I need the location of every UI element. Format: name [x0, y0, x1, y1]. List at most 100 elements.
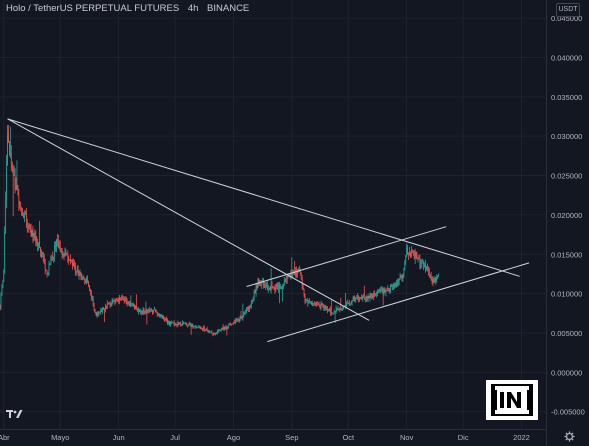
candle-body: [367, 295, 369, 299]
candle-body: [270, 285, 272, 290]
candle-body: [105, 305, 106, 310]
candle-body: [63, 253, 65, 256]
candle-body: [234, 321, 235, 323]
candle-body: [216, 332, 217, 334]
candle-body: [272, 286, 274, 288]
candle-body: [11, 166, 13, 172]
candle-body: [122, 297, 124, 299]
candle-body: [429, 274, 431, 277]
candle-body: [29, 227, 31, 231]
candle-body: [127, 303, 129, 305]
candle-body: [6, 162, 7, 200]
candle-body: [27, 226, 29, 228]
candle-body: [308, 300, 310, 304]
interval-label[interactable]: 4h: [187, 3, 199, 14]
candle-body: [145, 308, 147, 312]
candle-body: [324, 306, 326, 309]
candle-body: [315, 303, 317, 305]
candle-body: [260, 283, 262, 286]
candle-body: [314, 303, 315, 305]
tradingview-logo-icon[interactable]: [6, 408, 24, 420]
candle-body: [56, 239, 57, 247]
symbol-title[interactable]: Holo / TetherUS PERPETUAL FUTURES: [6, 3, 180, 14]
candle-body: [287, 275, 289, 278]
candle-body: [49, 264, 51, 265]
candle-body: [354, 296, 356, 300]
candle-body: [396, 282, 398, 285]
candle-body: [295, 269, 296, 276]
candle-body: [197, 327, 199, 329]
candle-body: [9, 142, 10, 156]
candle-body: [336, 309, 338, 312]
candle-body: [16, 185, 18, 190]
candle-body: [184, 322, 185, 324]
candle-body: [13, 174, 15, 176]
candle-body: [313, 303, 314, 304]
candle-body: [416, 255, 418, 259]
candle-body: [102, 307, 103, 312]
candle-body: [68, 259, 70, 261]
candle-body: [376, 293, 377, 295]
candle-body: [26, 220, 28, 227]
x-tick-label: Jul: [170, 433, 180, 442]
candle-body: [422, 262, 424, 264]
candle-body: [265, 285, 266, 288]
candle-body: [432, 280, 434, 283]
candle-body: [421, 263, 423, 264]
candle-body: [305, 300, 307, 303]
candle-body: [141, 312, 143, 314]
candle-body: [142, 309, 144, 313]
candle-body: [191, 325, 193, 327]
candle-body: [366, 297, 368, 299]
candle-body: [59, 246, 61, 251]
candle-body: [202, 328, 203, 330]
candle-body: [363, 296, 364, 298]
candle-body: [72, 260, 73, 266]
candle-body: [221, 328, 223, 330]
candle-body: [426, 267, 427, 270]
candle-body: [238, 319, 240, 321]
candle-body: [172, 322, 174, 324]
currency-badge[interactable]: USDT: [556, 3, 580, 17]
candle-body: [175, 324, 177, 326]
candle-body: [137, 307, 138, 312]
candle-body: [338, 308, 340, 311]
candle-body: [113, 299, 115, 301]
candle-body: [425, 264, 426, 270]
candle-body: [247, 307, 248, 309]
candle-body: [339, 308, 341, 311]
candle-body: [32, 230, 34, 237]
candle-body: [41, 251, 42, 257]
candle-body: [188, 323, 190, 326]
candle-body: [64, 251, 66, 256]
candle-body: [244, 312, 246, 315]
candle-body: [378, 291, 379, 292]
candle-body: [222, 329, 224, 330]
candle-body: [164, 319, 166, 321]
candle-body: [139, 310, 141, 312]
candle-body: [304, 294, 306, 303]
candle-body: [84, 278, 86, 283]
candle-body: [412, 250, 414, 252]
candle-body: [207, 330, 209, 332]
candle-body: [347, 302, 348, 304]
candle-body: [163, 317, 165, 320]
x-tick-label: Nov: [400, 433, 414, 442]
candle-body: [181, 324, 183, 326]
candle-body: [243, 314, 245, 316]
candle-body: [51, 256, 53, 260]
candle-body: [124, 299, 126, 301]
gear-icon[interactable]: [564, 431, 575, 442]
candle-body: [372, 293, 374, 298]
candle-body: [60, 250, 62, 252]
candle-body: [21, 208, 23, 212]
candle-body: [186, 322, 187, 326]
candle-body: [249, 305, 250, 310]
candle-body: [10, 152, 11, 156]
candle-body: [25, 213, 26, 215]
candle-body: [104, 309, 105, 311]
candle-body: [382, 289, 384, 294]
candle-body: [420, 263, 422, 265]
y-tick-label: 0.045000: [551, 14, 582, 23]
